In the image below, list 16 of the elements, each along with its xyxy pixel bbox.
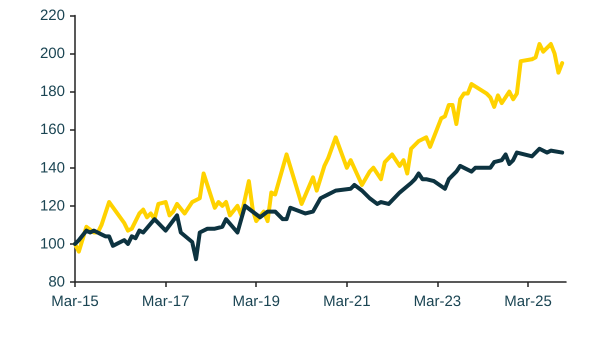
x-tick-label: Mar-23 (414, 293, 462, 310)
x-tick-label: Mar-15 (51, 293, 99, 310)
y-tick-label: 200 (40, 45, 65, 62)
y-tick-label: 160 (40, 121, 65, 138)
x-tick-label: Mar-21 (323, 293, 371, 310)
line-series (73, 146, 564, 262)
x-tick-label: Mar-17 (142, 293, 190, 310)
y-tick-label: 180 (40, 83, 65, 100)
y-tick-label: 80 (48, 274, 65, 290)
x-tick-label: Mar-25 (504, 293, 552, 310)
y-tick-label: 220 (40, 7, 65, 24)
y-tick-label: 140 (40, 159, 65, 176)
y-tick-label: 120 (40, 197, 65, 214)
x-tick-label: Mar-19 (232, 293, 280, 310)
line-series (73, 42, 564, 254)
y-tick-label: 100 (40, 235, 65, 252)
